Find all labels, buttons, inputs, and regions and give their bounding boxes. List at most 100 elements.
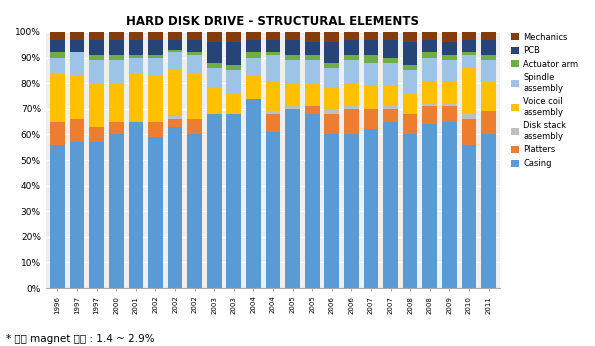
Bar <box>187 134 202 288</box>
Bar <box>129 57 143 73</box>
Bar <box>148 121 163 137</box>
Bar <box>265 55 280 81</box>
Bar <box>207 63 221 68</box>
Bar <box>168 50 183 53</box>
Bar <box>265 111 280 114</box>
Bar <box>383 63 398 86</box>
Bar <box>285 83 300 106</box>
Bar <box>187 119 202 134</box>
Bar <box>422 53 437 57</box>
Bar <box>207 32 221 42</box>
Bar <box>324 88 339 109</box>
Bar <box>344 109 359 134</box>
Bar <box>403 32 418 42</box>
Bar <box>383 121 398 288</box>
Bar <box>265 53 280 55</box>
Bar <box>148 40 163 55</box>
Bar <box>305 114 320 288</box>
Bar <box>442 121 457 288</box>
Bar <box>89 55 104 60</box>
Bar <box>246 57 261 75</box>
Bar <box>285 60 300 83</box>
Bar <box>481 32 496 40</box>
Bar <box>207 42 221 63</box>
Bar <box>227 114 241 288</box>
Bar <box>383 86 398 106</box>
Bar <box>324 32 339 42</box>
Bar <box>422 40 437 53</box>
Bar <box>305 60 320 83</box>
Bar <box>285 106 300 109</box>
Bar <box>70 119 84 142</box>
Bar <box>324 114 339 134</box>
Bar <box>324 134 339 288</box>
Bar <box>422 124 437 288</box>
Bar <box>187 73 202 119</box>
Bar <box>403 93 418 114</box>
Bar <box>481 55 496 60</box>
Title: HARD DISK DRIVE - STRUCTURAL ELEMENTS: HARD DISK DRIVE - STRUCTURAL ELEMENTS <box>127 15 419 28</box>
Bar <box>89 32 104 40</box>
Bar <box>50 121 65 145</box>
Bar <box>383 40 398 57</box>
Bar <box>129 55 143 57</box>
Bar <box>344 83 359 106</box>
Bar <box>168 53 183 70</box>
Bar <box>403 114 418 134</box>
Bar <box>442 60 457 81</box>
Bar <box>227 70 241 93</box>
Bar <box>89 40 104 55</box>
Bar <box>422 81 437 104</box>
Bar <box>168 70 183 117</box>
Bar <box>168 117 183 119</box>
Bar <box>364 32 378 40</box>
Bar <box>403 70 418 93</box>
Bar <box>364 86 378 109</box>
Bar <box>89 83 104 127</box>
Bar <box>227 93 241 114</box>
Bar <box>207 114 221 288</box>
Bar <box>462 32 476 40</box>
Bar <box>442 81 457 104</box>
Bar <box>344 106 359 109</box>
Bar <box>324 63 339 68</box>
Bar <box>383 109 398 121</box>
Bar <box>187 55 202 73</box>
Bar <box>246 99 261 288</box>
Bar <box>50 145 65 288</box>
Bar <box>344 134 359 288</box>
Bar <box>442 32 457 42</box>
Bar <box>422 104 437 106</box>
Bar <box>364 55 378 63</box>
Bar <box>70 32 84 40</box>
Bar <box>148 57 163 75</box>
Bar <box>129 73 143 121</box>
Bar <box>227 42 241 65</box>
Bar <box>481 134 496 288</box>
Bar <box>462 68 476 114</box>
Bar <box>50 57 65 73</box>
Bar <box>129 121 143 288</box>
Bar <box>70 75 84 119</box>
Bar <box>246 32 261 40</box>
Bar <box>70 53 84 75</box>
Bar <box>109 121 124 134</box>
Bar <box>187 53 202 55</box>
Bar <box>89 142 104 288</box>
Bar <box>129 32 143 40</box>
Bar <box>50 53 65 57</box>
Bar <box>148 137 163 288</box>
Bar <box>265 132 280 288</box>
Bar <box>227 65 241 70</box>
Bar <box>462 55 476 68</box>
Bar <box>403 134 418 288</box>
Bar <box>187 40 202 53</box>
Bar <box>285 109 300 288</box>
Bar <box>305 83 320 106</box>
Bar <box>265 81 280 111</box>
Bar <box>481 81 496 111</box>
Bar <box>246 40 261 53</box>
Bar <box>207 68 221 88</box>
Bar <box>442 106 457 121</box>
Bar <box>187 32 202 40</box>
